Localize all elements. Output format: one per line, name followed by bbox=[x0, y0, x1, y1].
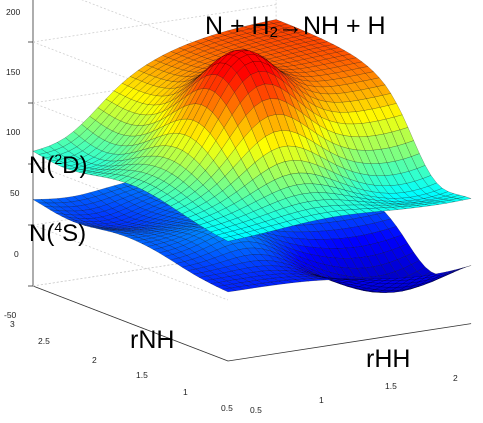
z-tick-label: 150 bbox=[6, 67, 21, 77]
x-tick-label: 1.5 bbox=[136, 370, 148, 380]
grid-line bbox=[227, 323, 472, 362]
grid-line bbox=[81, 0, 229, 57]
x-tick-label: 1 bbox=[183, 387, 188, 397]
x-tick-label: 2 bbox=[92, 355, 97, 365]
y-tick-label: 0.5 bbox=[250, 405, 262, 415]
surface-patch bbox=[457, 196, 472, 201]
y-tick-label: 1 bbox=[319, 395, 324, 405]
x-tick-label: 2.5 bbox=[38, 336, 50, 346]
chart-title: N + H2→NH + H bbox=[205, 12, 386, 41]
y-tick-label: 1.5 bbox=[385, 381, 397, 391]
grid-line bbox=[32, 4, 277, 43]
x-tick-label: 3 bbox=[10, 319, 15, 329]
surface-n2d bbox=[32, 19, 472, 242]
label-n4s: N(4S) bbox=[29, 219, 87, 247]
x-tick-label: 0.5 bbox=[221, 403, 233, 413]
y-tick-label: 2 bbox=[453, 373, 458, 383]
grid-line bbox=[32, 285, 229, 362]
z-tick-label: -50 bbox=[4, 310, 17, 320]
surface-patch bbox=[457, 265, 472, 271]
label-n2d: N(2D) bbox=[29, 151, 88, 179]
y-axis-label: rHH bbox=[366, 345, 411, 373]
x-axis-label: rNH bbox=[130, 326, 175, 354]
z-tick-label: 200 bbox=[6, 7, 21, 17]
z-tick-label: 50 bbox=[10, 188, 20, 198]
grid-line bbox=[32, 224, 229, 301]
z-tick-label: 0 bbox=[14, 249, 19, 259]
z-tick-label: 100 bbox=[6, 127, 21, 137]
